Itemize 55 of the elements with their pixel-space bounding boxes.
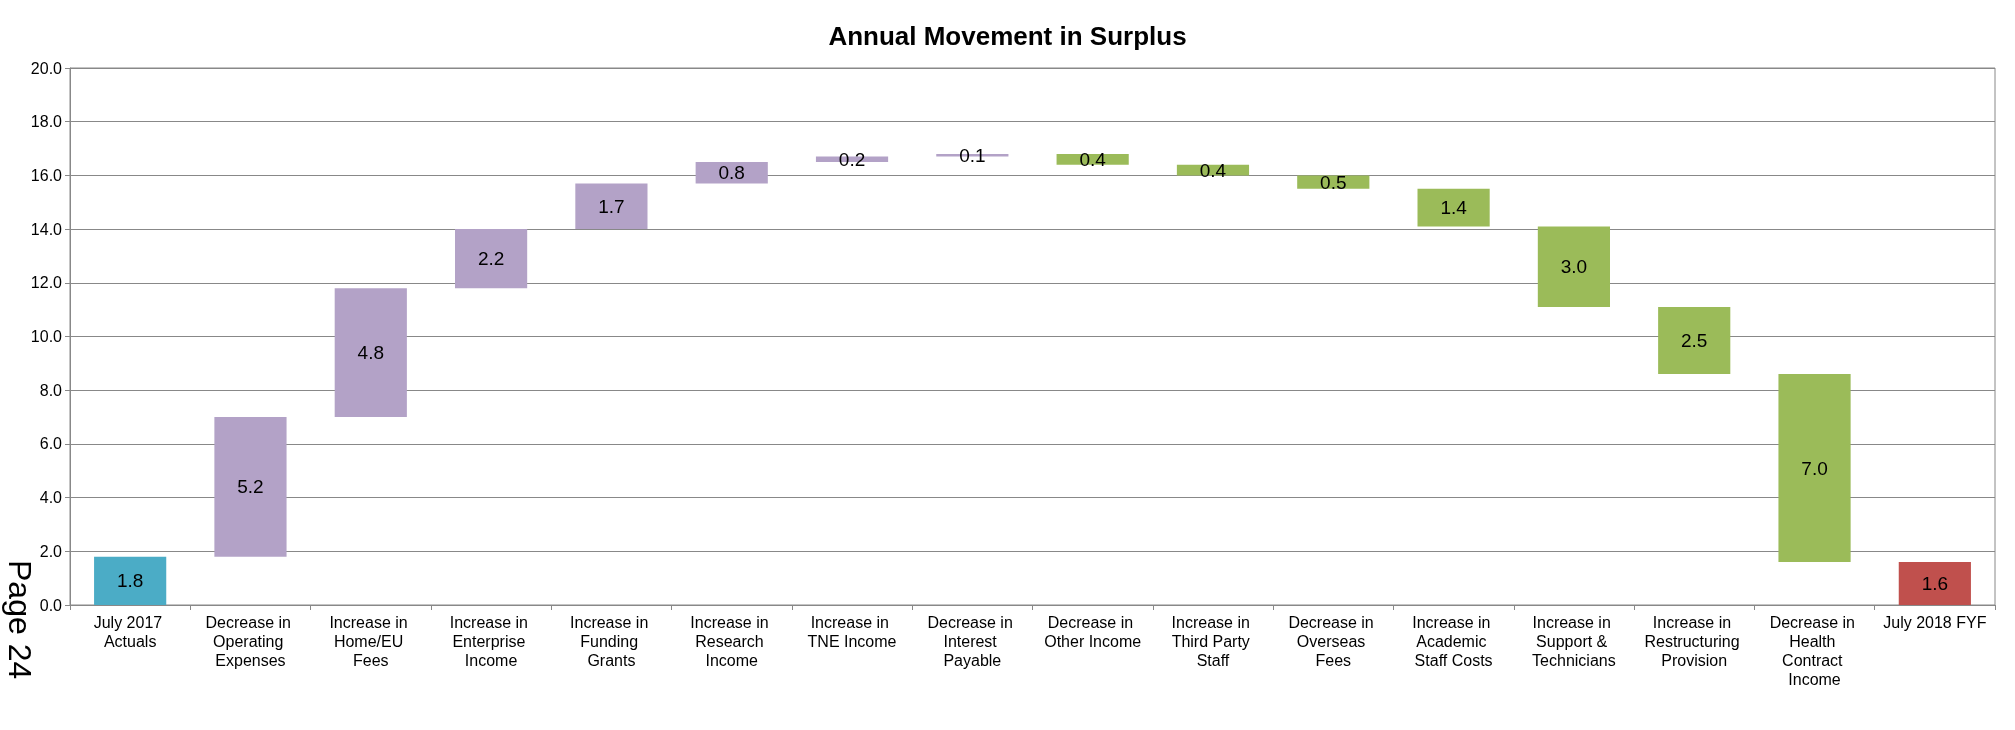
- y-tick-label: 0.0: [39, 596, 63, 614]
- bar: [1537, 226, 1610, 307]
- bar: [94, 556, 167, 605]
- x-tick-label: Increase in Home/EU Fees: [329, 614, 413, 669]
- bar: [1898, 562, 1971, 605]
- x-tick-label: Decrease in Overseas Fees: [1288, 614, 1379, 669]
- data-label: 1.6: [1921, 573, 1949, 595]
- y-tick-label: 18.0: [30, 113, 63, 131]
- y-tick-label: 14.0: [30, 220, 63, 238]
- data-label: 5.2: [237, 476, 264, 498]
- data-label: 0.2: [838, 148, 866, 170]
- x-tick-label: Decrease in Operating Expenses: [205, 614, 296, 669]
- data-label: 1.8: [116, 570, 144, 592]
- x-tick-label: Increase in Academic Staff Costs: [1412, 614, 1495, 669]
- x-tick-label: Decrease in Health Contract Income: [1769, 614, 1860, 688]
- x-tick-label: Increase in Enterprise Income: [449, 614, 533, 669]
- bar: [1417, 188, 1490, 227]
- data-label: 0.8: [718, 162, 745, 184]
- x-tick-label: Increase in Third Party Staff: [1171, 614, 1255, 669]
- x-tick-label: Decrease in Interest Payable: [927, 614, 1018, 669]
- data-label: 2.5: [1681, 330, 1708, 352]
- data-label: 0.4: [1079, 148, 1107, 170]
- data-label: 0.1: [959, 144, 986, 166]
- x-tick-label: July 2018 FYF: [1883, 614, 1987, 631]
- data-label: 2.2: [477, 248, 505, 270]
- bar: [334, 288, 407, 418]
- x-tick-label: Increase in TNE Income: [807, 614, 897, 650]
- chart-title: Annual Movement in Surplus: [828, 21, 1187, 51]
- bar: [455, 229, 528, 289]
- x-tick-label: Decrease in Other Income: [1044, 614, 1142, 650]
- x-tick-label: Increase in Support & Technicians: [1532, 614, 1616, 669]
- bar: [1658, 306, 1731, 375]
- y-tick-label: 12.0: [30, 274, 63, 292]
- data-label: 0.4: [1199, 159, 1227, 181]
- bar: [214, 417, 287, 557]
- y-tick-label: 10.0: [30, 328, 63, 345]
- y-tick-label: 4.0: [39, 489, 63, 507]
- y-tick-label: 8.0: [39, 381, 63, 399]
- data-label: 1.7: [598, 195, 625, 217]
- x-tick-label: Increase in Research Income: [690, 614, 774, 669]
- data-label: 0.5: [1320, 171, 1347, 193]
- data-label: 1.4: [1440, 197, 1468, 219]
- x-tick-label: July 2017 Actuals: [93, 614, 167, 650]
- y-tick-label: 20.0: [30, 59, 63, 77]
- x-tick-label: Increase in Restructuring Provision: [1644, 614, 1745, 669]
- data-label: 4.8: [357, 342, 384, 364]
- text: Page 24: [2, 560, 38, 680]
- y-tick-label: 2.0: [39, 542, 63, 560]
- data-label: 7.0: [1801, 457, 1828, 479]
- data-label: 3.0: [1560, 256, 1588, 278]
- x-tick-label: Increase in Funding Grants: [570, 614, 653, 669]
- bar: [1778, 374, 1851, 563]
- bar: [575, 183, 648, 230]
- y-tick-label: 6.0: [39, 435, 63, 453]
- y-tick-label: 16.0: [30, 166, 63, 184]
